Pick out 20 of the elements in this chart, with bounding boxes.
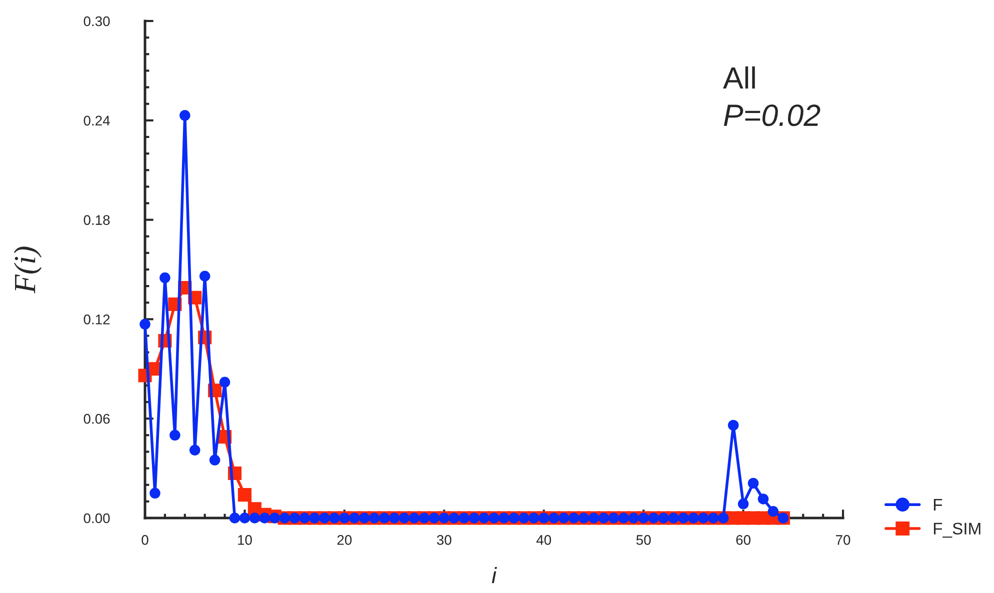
- y-tick-label: 0.06: [84, 414, 110, 424]
- x-tick-label: 10: [238, 535, 252, 545]
- x-tick-label: 60: [736, 535, 750, 545]
- x-tick-label: 30: [436, 535, 452, 545]
- y-tick-label: 0.18: [84, 215, 110, 225]
- legend-label: F_SIM: [934, 522, 980, 538]
- x-tick-label: 20: [337, 535, 352, 545]
- y-tick-label: 0.24: [84, 116, 110, 126]
- y-tick-label: 0.12: [84, 314, 110, 324]
- annotation: P=0.02: [724, 104, 820, 126]
- y-tick-label: 0.30: [84, 16, 110, 26]
- y-tick-label: 0.00: [84, 513, 110, 524]
- annotation: All: [723, 66, 755, 89]
- x-tick-label: 0: [142, 535, 148, 545]
- y-axis-title: F(i): [14, 246, 42, 294]
- x-axis-title: i: [492, 567, 497, 584]
- legend-label: F: [934, 498, 942, 510]
- x-tick-label: 50: [636, 535, 651, 545]
- x-tick-label: 70: [836, 535, 850, 545]
- x-tick-label: 40: [536, 535, 552, 545]
